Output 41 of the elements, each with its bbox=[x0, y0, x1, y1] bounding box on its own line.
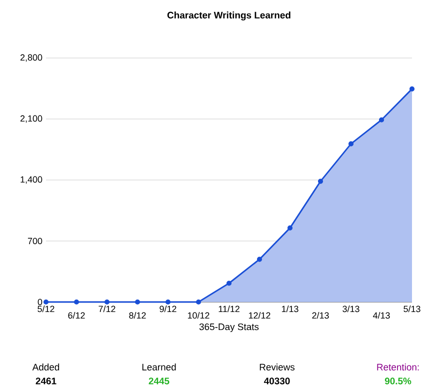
text: 2445 bbox=[148, 378, 170, 384]
text: Added bbox=[32, 364, 60, 370]
x-tick-label: 9/12 bbox=[160, 306, 176, 312]
point bbox=[196, 299, 202, 305]
text: Retention: bbox=[377, 364, 419, 370]
point bbox=[43, 299, 49, 305]
point bbox=[409, 86, 415, 92]
x-tick-label: 11/12 bbox=[218, 306, 240, 312]
point bbox=[134, 299, 140, 305]
y-tick-label: 1,400 bbox=[20, 176, 42, 184]
point bbox=[104, 299, 110, 305]
point bbox=[378, 117, 384, 122]
point bbox=[348, 141, 354, 146]
text: 2461 bbox=[36, 378, 56, 384]
x-tick-label: 6/12 bbox=[68, 312, 85, 319]
point bbox=[318, 178, 324, 184]
x-axis-title: 365-Day Stats bbox=[199, 323, 259, 332]
text: Learned bbox=[142, 364, 176, 370]
x-tick-label: 5/12 bbox=[38, 306, 54, 312]
y-tick-label: 2,800 bbox=[20, 54, 42, 62]
text: 90.5% bbox=[384, 378, 412, 384]
y-tick-label: 700 bbox=[28, 238, 42, 244]
x-tick-label: 4/13 bbox=[372, 312, 390, 319]
x-tick-label: 5/13 bbox=[404, 306, 420, 312]
point bbox=[165, 299, 171, 305]
point bbox=[74, 299, 80, 305]
point bbox=[226, 280, 232, 286]
x-tick-label: 1/13 bbox=[282, 306, 298, 312]
x-tick-label: 10/12 bbox=[188, 312, 210, 319]
x-tick-label: 8/12 bbox=[129, 312, 146, 319]
chart-title: Character Writings Learned bbox=[167, 12, 290, 20]
x-tick-label: 2/13 bbox=[312, 312, 329, 319]
point bbox=[256, 256, 262, 262]
text: 40330 bbox=[264, 378, 290, 384]
x-tick-label: 12/12 bbox=[248, 312, 270, 319]
point bbox=[287, 225, 293, 230]
text: Reviews bbox=[260, 364, 295, 370]
x-tick-label: 3/13 bbox=[342, 306, 360, 312]
y-tick-label: 0 bbox=[38, 298, 42, 306]
x-tick-label: 7/12 bbox=[98, 306, 116, 312]
y-tick-label: 2,100 bbox=[20, 115, 42, 123]
